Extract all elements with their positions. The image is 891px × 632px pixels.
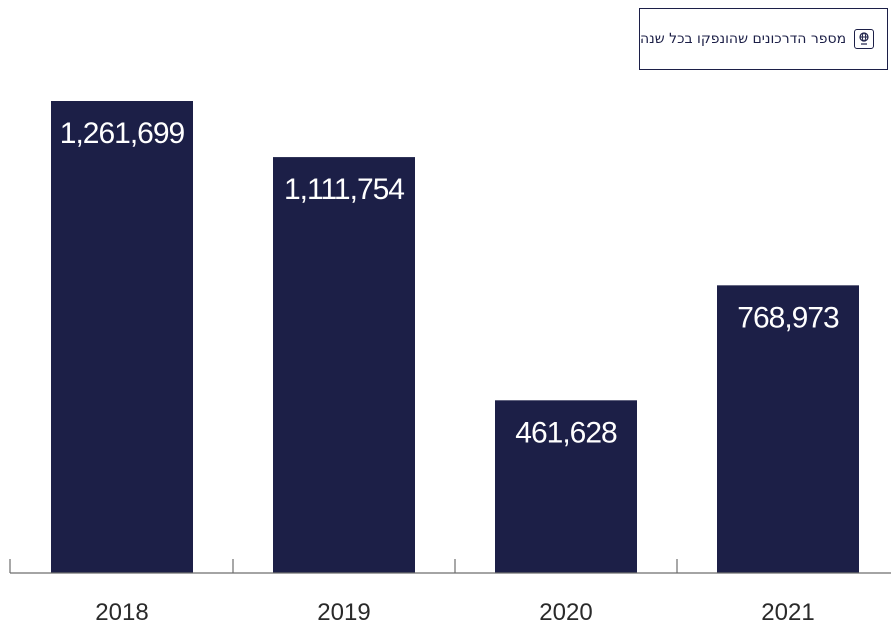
bar-2019 <box>273 157 415 573</box>
x-tick-label-2019: 2019 <box>317 599 370 626</box>
legend: מספר הדרכונים שהונפקו בכל שנה <box>639 8 888 70</box>
bar-value-label-2020: 461,628 <box>515 416 617 449</box>
bar-value-label-2018: 1,261,699 <box>60 117 185 150</box>
bar-value-label-2019: 1,111,754 <box>284 173 404 206</box>
legend-label: מספר הדרכונים שהונפקו בכל שנה <box>640 31 847 47</box>
bar-value-label-2021: 768,973 <box>737 301 839 334</box>
passport-icon <box>854 29 875 49</box>
bar-2018 <box>51 101 193 573</box>
x-tick-labels: 2018 2019 2020 2021 <box>95 599 814 626</box>
x-axis <box>9 559 891 574</box>
bar-2020 <box>495 400 637 573</box>
x-tick-label-2018: 2018 <box>95 599 148 626</box>
x-tick-label-2020: 2020 <box>539 599 592 626</box>
bar-2021 <box>717 285 859 573</box>
x-tick-label-2021: 2021 <box>761 599 814 626</box>
bars-group: 1,261,699 1,111,754 461,628 768,973 <box>51 101 859 573</box>
